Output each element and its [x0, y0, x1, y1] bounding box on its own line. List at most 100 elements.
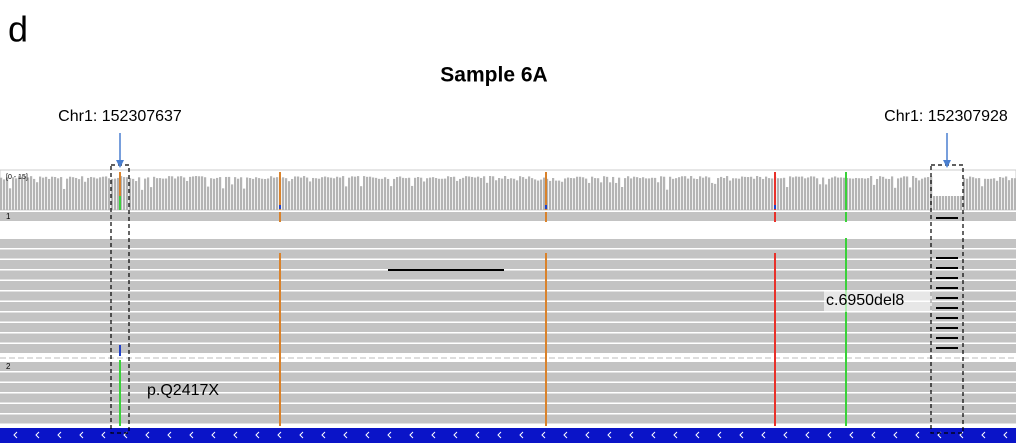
coverage-bar: [282, 177, 284, 210]
coverage-bar: [564, 178, 566, 210]
coverage-bar: [873, 185, 875, 210]
igv-figure: dSample 6AChr1: 152307637Chr1: 152307928…: [0, 0, 1016, 443]
annotation: p.Q2417X: [147, 382, 219, 399]
coverage-bar: [318, 179, 320, 210]
coverage-bar: [432, 177, 434, 210]
coverage-bar: [816, 178, 818, 210]
coverage-bar: [378, 179, 380, 210]
coverage-bar: [225, 177, 227, 210]
coverage-bar: [186, 181, 188, 210]
coverage-bar: [102, 177, 104, 210]
coverage-bar: [483, 176, 485, 210]
coverage-bar: [642, 177, 644, 210]
coverage-bar: [474, 178, 476, 210]
coverage-bar: [510, 178, 512, 210]
coverage-bar: [210, 178, 212, 210]
coverage-bar: [420, 178, 422, 210]
coverage-bar: [396, 177, 398, 210]
coverage-bar: [720, 177, 722, 210]
mismatch: [845, 212, 847, 222]
coverage-bar: [888, 179, 890, 210]
panel-label: d: [8, 9, 28, 50]
coverage-bar: [42, 178, 44, 210]
coverage-bar: [576, 177, 578, 210]
mismatch: [545, 172, 547, 210]
coverage-bar: [885, 179, 887, 210]
coverage-bar: [759, 177, 761, 210]
read-row: [0, 260, 1016, 269]
coverage-bar: [231, 184, 233, 210]
read-row: [0, 313, 1016, 322]
coverage-bar: [177, 176, 179, 210]
coverage-bar: [528, 176, 530, 210]
coverage-bar: [807, 177, 809, 210]
coverage-bar: [414, 178, 416, 210]
coverage-bar: [618, 178, 620, 210]
coverage-bar: [357, 176, 359, 210]
coverage-bar: [384, 177, 386, 210]
coverage-bar: [513, 179, 515, 210]
coverage-bar: [900, 178, 902, 210]
coverage-bar: [297, 177, 299, 210]
coverage-bar: [18, 176, 20, 210]
coverage-bar: [255, 177, 257, 210]
coverage-bar: [753, 179, 755, 210]
coverage-bar: [744, 177, 746, 210]
coverage-bar: [81, 176, 83, 210]
coverage-bar: [270, 176, 272, 210]
coverage-bar: [645, 178, 647, 210]
coverage-bar: [132, 179, 134, 210]
coverage-bar: [969, 177, 971, 210]
coverage-bar: [912, 176, 914, 210]
coverage-bar: [63, 189, 65, 210]
coverage-bar: [633, 177, 635, 210]
coverage-bar: [918, 180, 920, 210]
coverage-bar: [894, 188, 896, 210]
coverage-bar: [456, 181, 458, 210]
coverage-bar: [579, 177, 581, 210]
coverage-bar: [1002, 178, 1004, 210]
coverage-bar: [150, 187, 152, 210]
coverage-bar: [669, 177, 671, 210]
coverage-bar: [687, 179, 689, 210]
coverage-bar: [927, 177, 929, 210]
coverage-bar: [702, 178, 704, 210]
mismatch: [545, 212, 547, 222]
coverage-bar: [534, 179, 536, 210]
coverage-bar: [309, 181, 311, 210]
coverage-bar: [762, 179, 764, 210]
coverage-bar: [438, 179, 440, 210]
coverage-bar: [837, 178, 839, 210]
coverage-bar: [786, 187, 788, 210]
coverage-bar: [945, 196, 947, 210]
coverage-bar: [957, 196, 959, 210]
coverage-bar: [990, 179, 992, 210]
coverage-bar: [531, 178, 533, 210]
coverage-bar: [408, 178, 410, 210]
read-row: [0, 212, 1016, 221]
coverage-bar: [126, 177, 128, 210]
pointer-head: [116, 160, 124, 168]
coverage-bar: [168, 176, 170, 210]
coverage-bar: [447, 176, 449, 210]
coverage-bar: [843, 178, 845, 210]
read-row: [0, 250, 1016, 259]
coverage-bar: [519, 176, 521, 210]
coverage-bar: [948, 196, 950, 210]
mismatch: [774, 253, 776, 426]
coverage-bar: [363, 176, 365, 210]
coverage-bar: [219, 177, 221, 210]
coverage-bar: [156, 178, 158, 210]
coverage-bar: [594, 178, 596, 210]
coverage-bar: [354, 177, 356, 210]
coverage-bar: [597, 178, 599, 210]
coverage-bar: [993, 178, 995, 210]
coverage-bar: [696, 179, 698, 210]
coverage-bar: [693, 179, 695, 210]
coverage-bar: [477, 177, 479, 210]
mismatch: [845, 172, 847, 210]
coverage-bar: [276, 177, 278, 210]
coverage-bar: [192, 176, 194, 210]
mismatch: [774, 205, 776, 209]
coverage-bar: [921, 179, 923, 210]
